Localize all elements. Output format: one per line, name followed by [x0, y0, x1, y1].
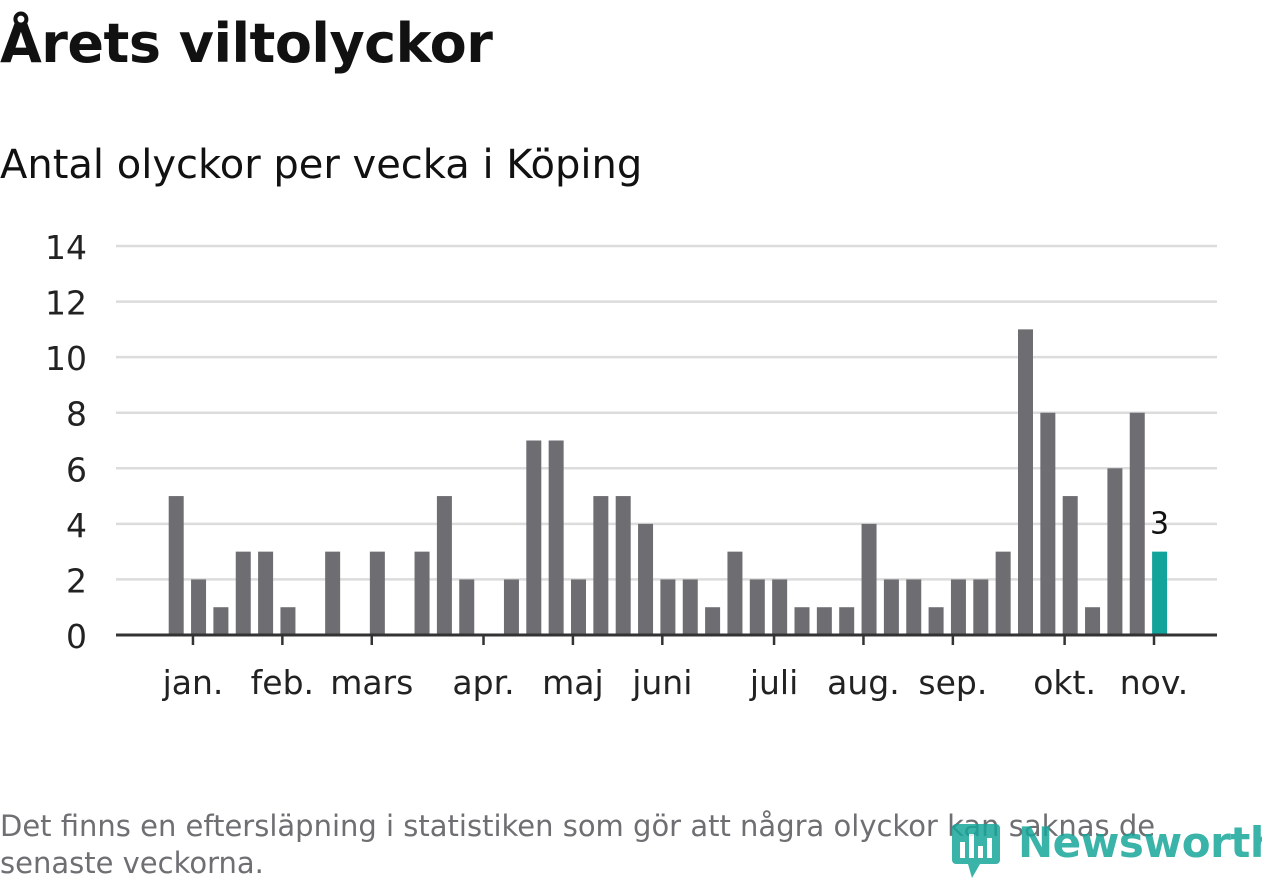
bar: [526, 440, 542, 635]
chart-subtitle: Antal olyckor per vecka i Köping: [0, 142, 643, 188]
chart-title: Årets viltolyckor: [0, 12, 493, 75]
bar: [883, 579, 899, 635]
bar: [1062, 496, 1078, 635]
bar: [1085, 607, 1101, 635]
bar: [682, 579, 698, 635]
bar: [928, 607, 944, 635]
x-tick-label: okt.: [1033, 663, 1096, 702]
bar: [727, 551, 743, 635]
bar: [325, 551, 341, 635]
bar: [839, 607, 855, 635]
y-tick-label: 14: [45, 228, 87, 267]
bar: [973, 579, 989, 635]
bar: [548, 440, 564, 635]
y-tick-label: 4: [66, 506, 87, 545]
x-tick-label: apr.: [452, 663, 514, 702]
bar: [1129, 412, 1145, 635]
x-axis-ticks: jan. feb. mars apr. maj juni juli aug. sep. okt. n…: [162, 635, 1189, 702]
bar-current-week: [1152, 551, 1168, 635]
bar: [168, 496, 184, 635]
bar: [593, 496, 609, 635]
bar: [1107, 468, 1123, 635]
bar: [213, 607, 229, 635]
x-tick-label: maj: [542, 663, 604, 702]
bar: [280, 607, 296, 635]
y-tick-label: 2: [66, 561, 87, 600]
x-tick-label: mars: [330, 663, 413, 702]
x-tick-label: sep.: [918, 663, 987, 702]
bar: [995, 551, 1011, 635]
bar: [660, 579, 676, 635]
bar: [436, 496, 452, 635]
x-tick-label: aug.: [827, 663, 900, 702]
gridlines: [116, 244, 1217, 581]
highlight-value-label: 3: [1150, 507, 1169, 542]
y-tick-label: 10: [45, 339, 87, 378]
bar: [749, 579, 765, 635]
bar: [615, 496, 631, 635]
y-tick-label: 8: [66, 395, 87, 434]
bar: [571, 579, 586, 635]
x-tick-label: nov.: [1120, 663, 1189, 702]
bar: [861, 523, 877, 635]
bar: [191, 579, 207, 635]
x-tick-label: jan.: [162, 663, 224, 702]
newsworthy-logo: Newsworthy: [950, 818, 1262, 878]
bar: [414, 551, 430, 635]
x-tick-label: feb.: [251, 663, 314, 702]
y-tick-label: 12: [45, 284, 87, 323]
bar: [638, 523, 654, 635]
bar: [459, 579, 475, 635]
newsworthy-logo-icon: [952, 824, 1000, 878]
y-tick-label: 6: [66, 450, 87, 489]
bar: [906, 579, 922, 635]
y-tick-label: 0: [66, 617, 87, 656]
bar: [816, 607, 832, 635]
bar: [950, 579, 966, 635]
y-axis-ticks: 0 2 4 6 8 10 12 14: [45, 228, 87, 656]
bar: [794, 607, 810, 635]
bar: [772, 579, 788, 635]
bar: [1040, 412, 1056, 635]
bar: [258, 551, 274, 635]
bar-chart: 0 2 4 6 8 10 12 14 jan. feb. mars apr. maj juni juli a…: [45, 228, 1217, 702]
bar: [503, 579, 519, 635]
x-tick-label: juni: [631, 663, 692, 702]
bar: [1018, 329, 1033, 635]
bar: [705, 607, 721, 635]
bar: [369, 551, 385, 635]
x-tick-label: juli: [749, 663, 798, 702]
bar: [235, 551, 251, 635]
brand-name: Newsworthy: [1018, 818, 1262, 867]
bars: [168, 329, 1168, 635]
